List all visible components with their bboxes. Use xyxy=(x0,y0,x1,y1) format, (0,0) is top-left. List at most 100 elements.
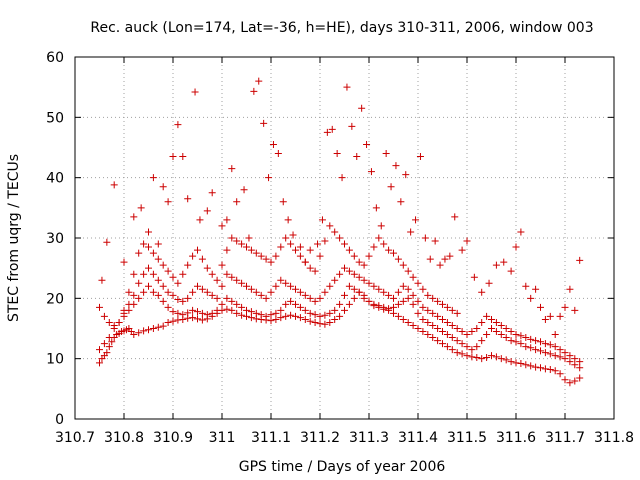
data-point xyxy=(341,240,348,248)
data-point xyxy=(228,297,236,305)
data-point xyxy=(409,321,417,329)
data-point xyxy=(194,246,201,254)
data-point xyxy=(140,288,148,296)
data-point xyxy=(576,374,584,382)
x-tick-label: 311.2 xyxy=(300,430,340,446)
data-point xyxy=(282,300,290,308)
data-point xyxy=(380,303,388,311)
data-point xyxy=(561,303,569,311)
data-point xyxy=(203,264,211,272)
data-point xyxy=(546,350,554,358)
data-point xyxy=(120,258,128,266)
data-point xyxy=(412,216,420,224)
data-point xyxy=(331,228,339,236)
data-point xyxy=(321,311,329,319)
data-point xyxy=(512,338,520,346)
data-point xyxy=(316,252,324,260)
data-point xyxy=(164,288,172,296)
data-point xyxy=(478,318,486,326)
data-point xyxy=(390,309,397,317)
data-point xyxy=(292,312,299,320)
data-point xyxy=(247,308,255,316)
data-point xyxy=(355,288,363,296)
x-tick-label: 311.7 xyxy=(545,430,585,446)
data-point xyxy=(105,343,113,351)
y-tick-label: 30 xyxy=(46,231,64,247)
data-point xyxy=(296,243,304,251)
data-point xyxy=(453,349,461,357)
data-point xyxy=(208,189,216,197)
data-point xyxy=(262,312,270,320)
data-point xyxy=(130,291,138,299)
data-point xyxy=(247,314,255,322)
data-point xyxy=(483,312,491,320)
data-point xyxy=(404,294,412,302)
data-point xyxy=(326,309,334,317)
data-point xyxy=(243,282,250,290)
data-point xyxy=(277,314,285,322)
data-point xyxy=(424,291,432,299)
data-point xyxy=(267,258,275,266)
data-point xyxy=(561,355,569,363)
x-tick-label: 310.7 xyxy=(55,430,95,446)
data-point xyxy=(350,294,358,302)
data-point xyxy=(292,285,299,293)
data-point xyxy=(233,237,241,245)
data-point xyxy=(301,291,309,299)
data-point xyxy=(385,246,393,254)
data-point xyxy=(289,231,297,239)
data-point xyxy=(497,321,505,329)
data-point xyxy=(96,303,103,311)
data-point xyxy=(429,321,437,329)
data-point xyxy=(328,125,336,133)
data-point xyxy=(488,352,495,360)
data-point xyxy=(194,282,201,290)
data-point xyxy=(419,315,427,323)
data-point xyxy=(426,255,434,263)
data-point xyxy=(218,300,226,308)
data-point xyxy=(576,256,584,264)
data-point xyxy=(154,240,162,248)
data-point xyxy=(316,312,324,320)
data-point xyxy=(189,252,197,260)
data-point xyxy=(345,246,353,254)
x-tick-label: 310.9 xyxy=(153,430,193,446)
data-point xyxy=(265,174,273,182)
data-point xyxy=(500,258,508,266)
data-point xyxy=(145,228,152,236)
x-tick-label: 311.5 xyxy=(447,430,487,446)
data-point xyxy=(108,338,116,346)
data-point xyxy=(179,153,187,161)
data-point xyxy=(198,309,206,317)
data-point xyxy=(367,168,375,176)
data-point xyxy=(311,297,319,305)
data-point xyxy=(478,355,486,363)
data-point xyxy=(522,334,530,342)
data-point xyxy=(387,183,395,191)
data-point xyxy=(571,377,579,385)
data-point xyxy=(429,309,437,317)
data-point xyxy=(164,303,172,311)
data-point xyxy=(502,334,510,342)
data-point xyxy=(223,305,231,313)
data-point xyxy=(571,361,579,369)
data-point xyxy=(414,309,422,317)
data-point xyxy=(424,306,432,314)
data-point xyxy=(233,276,241,284)
data-point xyxy=(169,308,177,316)
data-point xyxy=(208,270,216,278)
data-point xyxy=(213,294,221,302)
data-point xyxy=(409,300,417,308)
data-point xyxy=(370,300,378,308)
data-point xyxy=(360,294,368,302)
data-point xyxy=(279,198,287,206)
data-point xyxy=(497,331,505,339)
data-point xyxy=(355,273,363,281)
data-point xyxy=(566,285,574,293)
data-point xyxy=(390,249,397,257)
data-point xyxy=(306,317,314,325)
data-point xyxy=(174,309,182,317)
data-point xyxy=(252,288,260,296)
data-point xyxy=(331,306,339,314)
data-point xyxy=(154,255,162,263)
